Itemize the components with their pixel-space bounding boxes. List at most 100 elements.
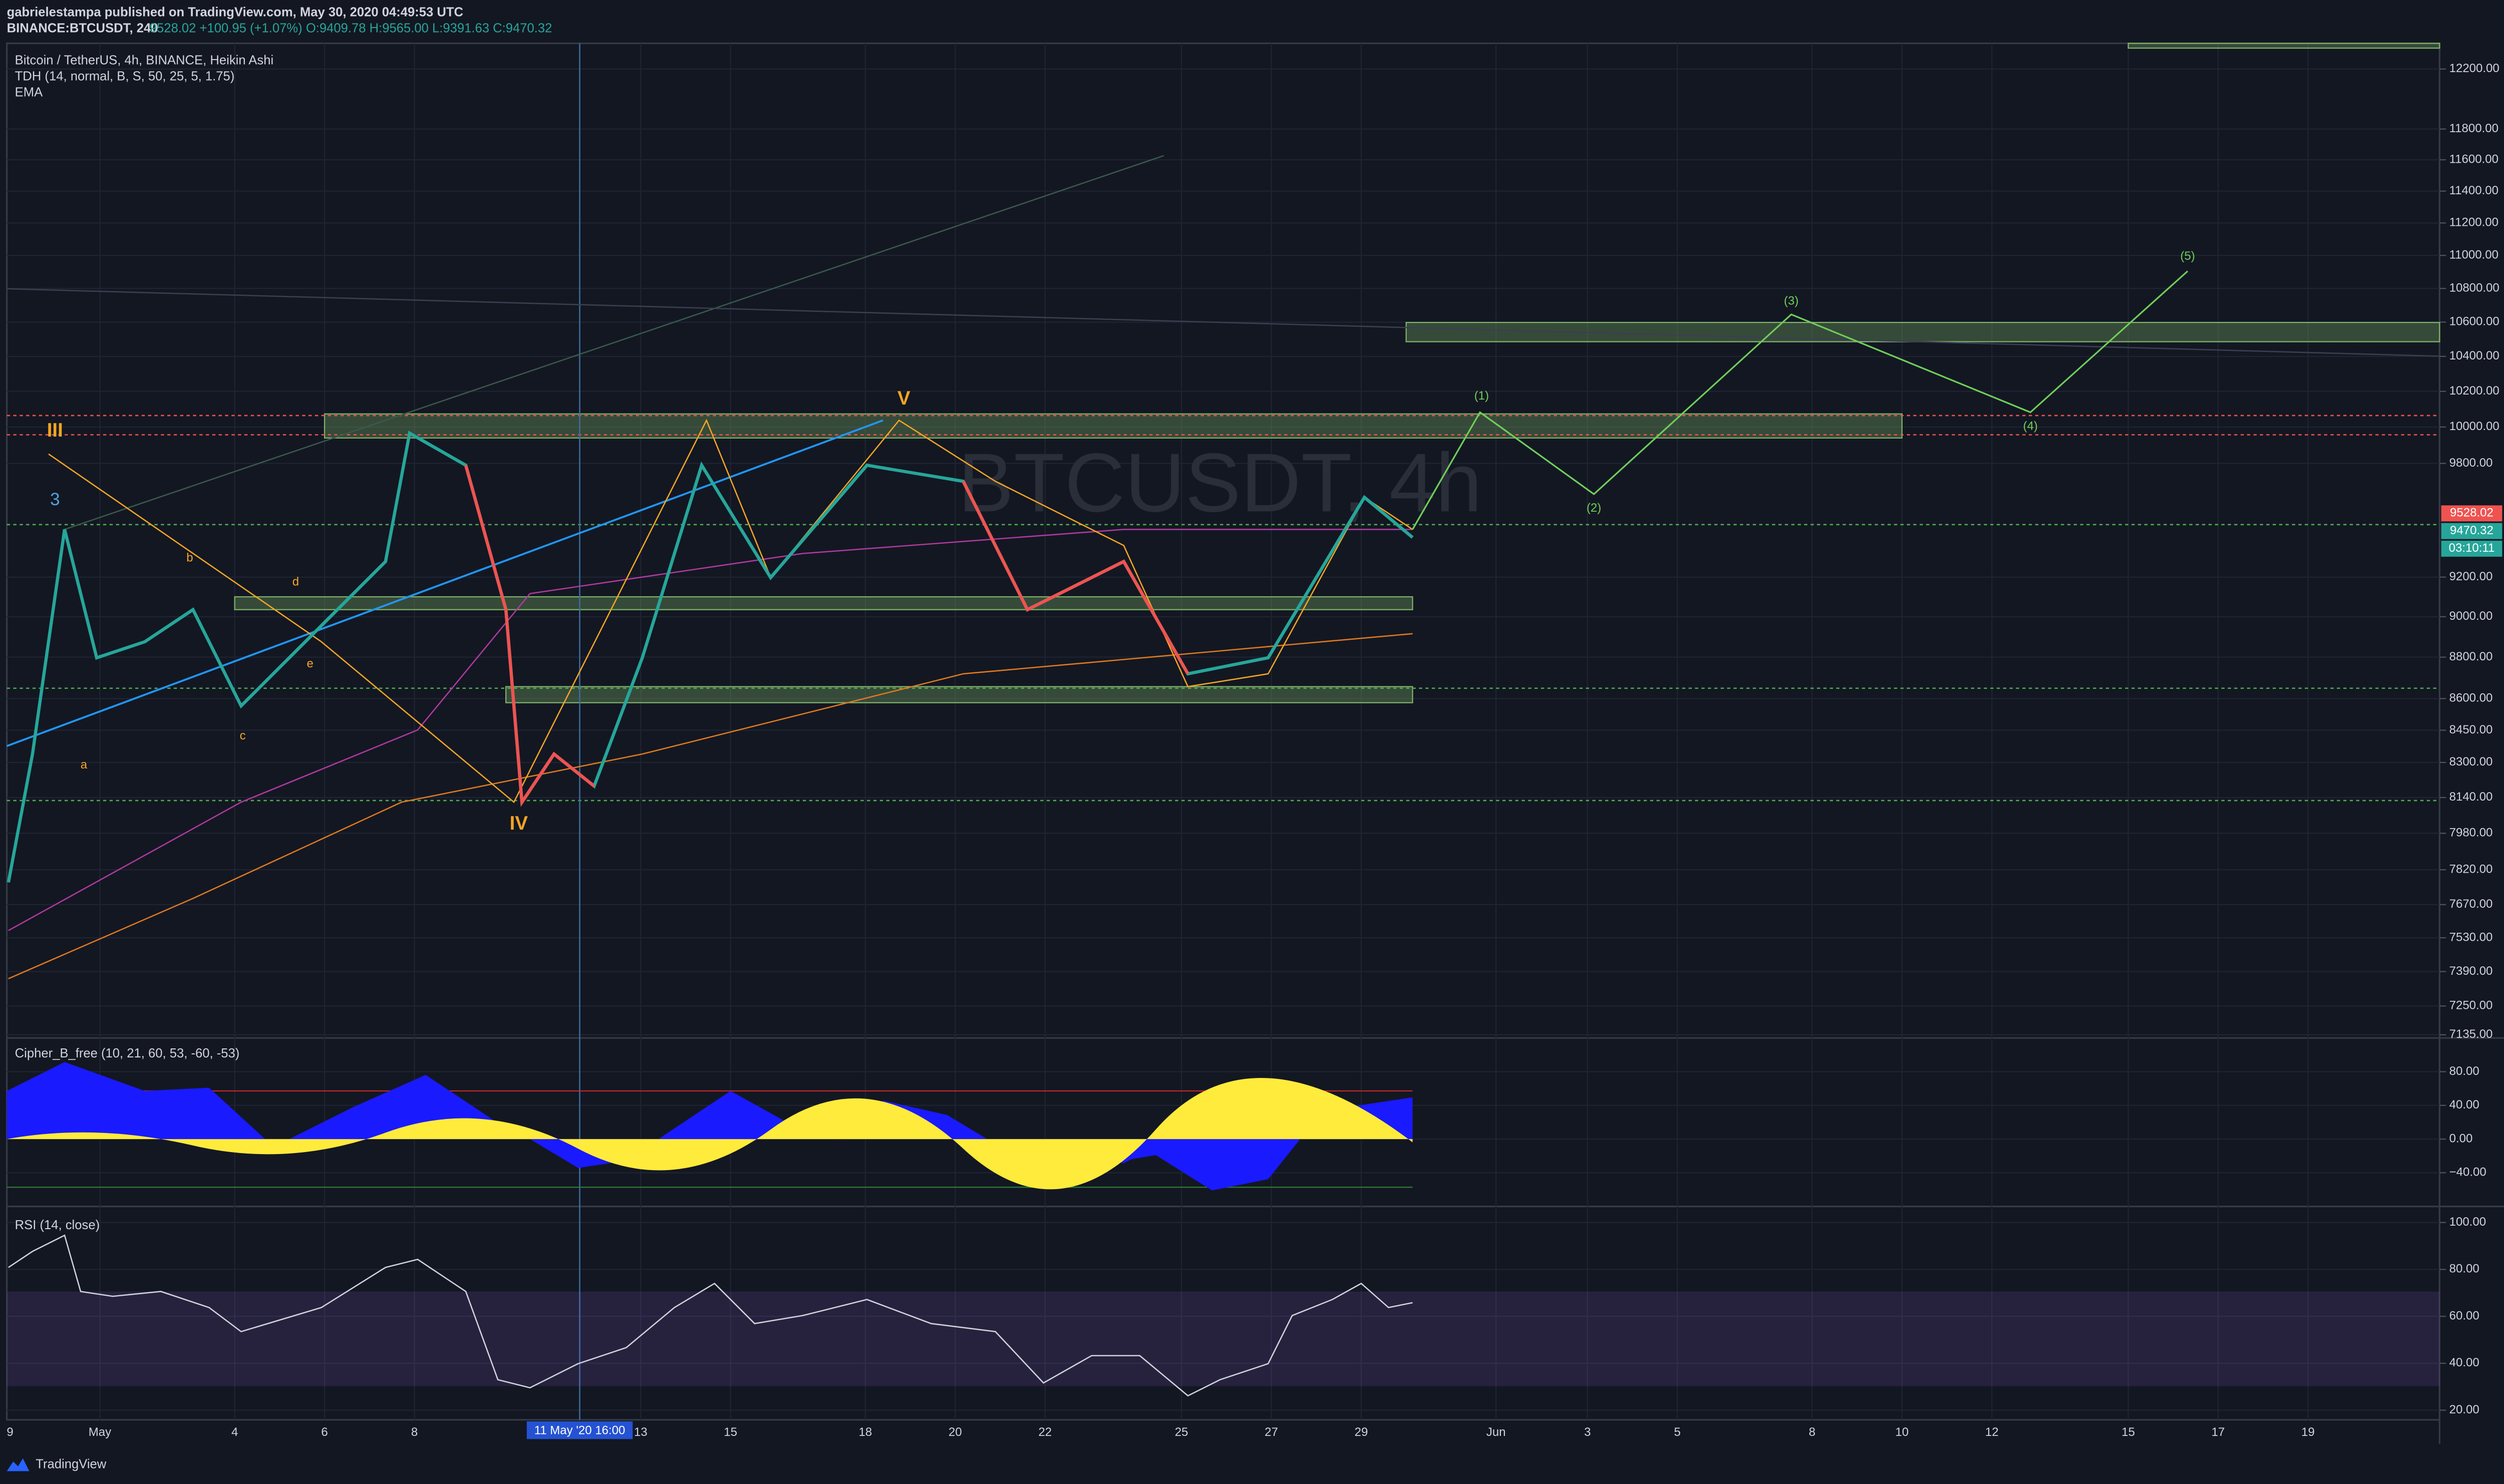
y-tick-label: 11800.00	[2449, 122, 2498, 135]
y-tick-label: 11400.00	[2449, 184, 2498, 197]
logo	[7, 1458, 30, 1471]
x-tick-label: 12	[1985, 1425, 1999, 1439]
y-tick-label: 7980.00	[2449, 826, 2493, 840]
y-tick-label: 10400.00	[2449, 349, 2499, 362]
wave-label: (4)	[2023, 420, 2038, 433]
x-tick-label: 4	[231, 1425, 238, 1439]
x-tick-label: 29	[1355, 1425, 1368, 1439]
x-tick-label: 17	[2212, 1425, 2225, 1439]
legend-item: Bitcoin / TetherUS, 4h, BINANCE, Heikin …	[15, 54, 274, 68]
price-path-down	[962, 480, 1189, 675]
y-tick-label: 11200.00	[2449, 216, 2498, 229]
legend-item: EMA	[15, 86, 43, 100]
crosshair-box	[526, 1421, 633, 1439]
x-tick-label: 25	[1175, 1425, 1188, 1439]
wave-label: (5)	[2180, 249, 2195, 263]
crosshair-time: 11 May '20 16:00	[534, 1424, 625, 1437]
y-tick-label: 8600.00	[2449, 691, 2493, 705]
last-price-box	[2441, 505, 2502, 522]
x-tick-label: 9	[7, 1425, 13, 1439]
pane-borders	[6, 42, 2504, 1444]
x-tick-label: 15	[2121, 1425, 2135, 1439]
x-tick-label: 15	[724, 1425, 737, 1439]
x-tick-label: 18	[859, 1425, 872, 1439]
y-tick-label: 11600.00	[2449, 152, 2498, 166]
y-tick-label: 8140.00	[2449, 790, 2493, 804]
legend-item: TDH (14, normal, B, S, 50, 25, 5, 1.75)	[15, 70, 235, 84]
y-tick-label: 80.00	[2449, 1064, 2479, 1078]
time-axis: 9 May 4 6 8 13 15 18 20 22 25 27 29 Jun 3 5 8 10 12 15 17 19	[7, 1425, 2315, 1439]
indicator-title: RSI (14, close)	[15, 1218, 100, 1232]
x-tick-label: 6	[321, 1425, 328, 1439]
y-tick-label: 40.00	[2449, 1356, 2479, 1369]
y-tick-label: 10800.00	[2449, 281, 2499, 294]
y-tick-label: 8450.00	[2449, 723, 2493, 736]
y-tick-label: 10000.00	[2449, 420, 2499, 433]
x-tick-label: May	[89, 1425, 111, 1439]
cipher-waves	[7, 1062, 1413, 1191]
watermark: BTCUSDT, 4h	[958, 436, 1482, 529]
y-tick-label: 40.00	[2449, 1098, 2479, 1111]
projection-path	[1412, 270, 2188, 530]
wave-label: e	[307, 657, 314, 670]
y-tick-label: 11000.00	[2449, 248, 2498, 261]
y-tick-label: 10200.00	[2449, 384, 2499, 398]
symbol: BINANCE:BTCUSDT, 240	[7, 21, 158, 35]
time-grid	[99, 43, 2309, 1420]
y-tick-label: 7135.00	[2449, 1027, 2493, 1041]
x-tick-label: 20	[949, 1425, 962, 1439]
x-tick-label: 27	[1265, 1425, 1278, 1439]
indicator-title: Cipher_B_free (10, 21, 60, 53, -60, -53)	[15, 1046, 240, 1060]
y-tick-label: 7530.00	[2449, 930, 2493, 944]
y-tick-label: 9200.00	[2449, 570, 2493, 583]
wave-label: (1)	[1474, 389, 1489, 403]
y-tick-label: 0.00	[2449, 1132, 2473, 1145]
wave-label: c	[240, 729, 246, 743]
x-tick-label: 8	[411, 1425, 418, 1439]
x-tick-label: 3	[1584, 1425, 1591, 1439]
close-price-box	[2441, 523, 2502, 539]
y-tick-label: 80.00	[2449, 1262, 2479, 1276]
y-tick-label: 60.00	[2449, 1309, 2479, 1322]
x-tick-label: 5	[1674, 1425, 1681, 1439]
wave-label: V	[897, 388, 910, 409]
wave-label: 3	[50, 490, 60, 509]
rsi-line	[8, 1234, 1413, 1397]
wave-label: d	[292, 575, 299, 589]
last-price: 9528.02	[2450, 506, 2493, 520]
wave-label: III	[47, 420, 63, 441]
x-tick-label: 19	[2301, 1425, 2315, 1439]
y-tick-label: −40.00	[2449, 1166, 2486, 1179]
x-tick-label: 22	[1038, 1425, 1052, 1439]
y-tick-label: 7670.00	[2449, 897, 2493, 911]
indicator-lines	[6, 155, 2440, 979]
x-tick-label: 13	[634, 1425, 648, 1439]
y-tick-label: 20.00	[2449, 1403, 2479, 1416]
wave-label: IV	[510, 813, 528, 834]
price-path-down	[464, 465, 595, 807]
author-line: gabrielestampa published on TradingView.…	[7, 5, 463, 19]
y-tick-label: 7390.00	[2449, 964, 2493, 978]
countdown: 03:10:11	[2449, 541, 2495, 555]
x-tick-label: Jun	[1486, 1425, 1506, 1439]
y-tick-label: 8800.00	[2449, 650, 2493, 663]
wave-label: b	[186, 551, 193, 564]
y-tick-label: 9800.00	[2449, 456, 2493, 470]
y-tick-label: 7820.00	[2449, 862, 2493, 876]
wave-label: a	[81, 758, 88, 772]
y-tick-label: 7250.00	[2449, 999, 2493, 1012]
close-price: 9470.32	[2450, 524, 2493, 537]
quote: 9528.02 +100.95 (+1.07%) O:9409.78 H:956…	[150, 21, 552, 35]
y-tick-label: 9000.00	[2449, 609, 2493, 623]
countdown-box	[2441, 540, 2502, 557]
x-tick-label: 10	[1896, 1425, 1909, 1439]
wave-label: (2)	[1587, 501, 1601, 515]
rsi-band	[7, 1291, 2440, 1386]
wave-label: (3)	[1784, 294, 1798, 308]
footer: TradingView	[36, 1457, 107, 1471]
x-tick-label: 8	[1809, 1425, 1815, 1439]
y-tick-label: 12200.00	[2449, 62, 2499, 75]
